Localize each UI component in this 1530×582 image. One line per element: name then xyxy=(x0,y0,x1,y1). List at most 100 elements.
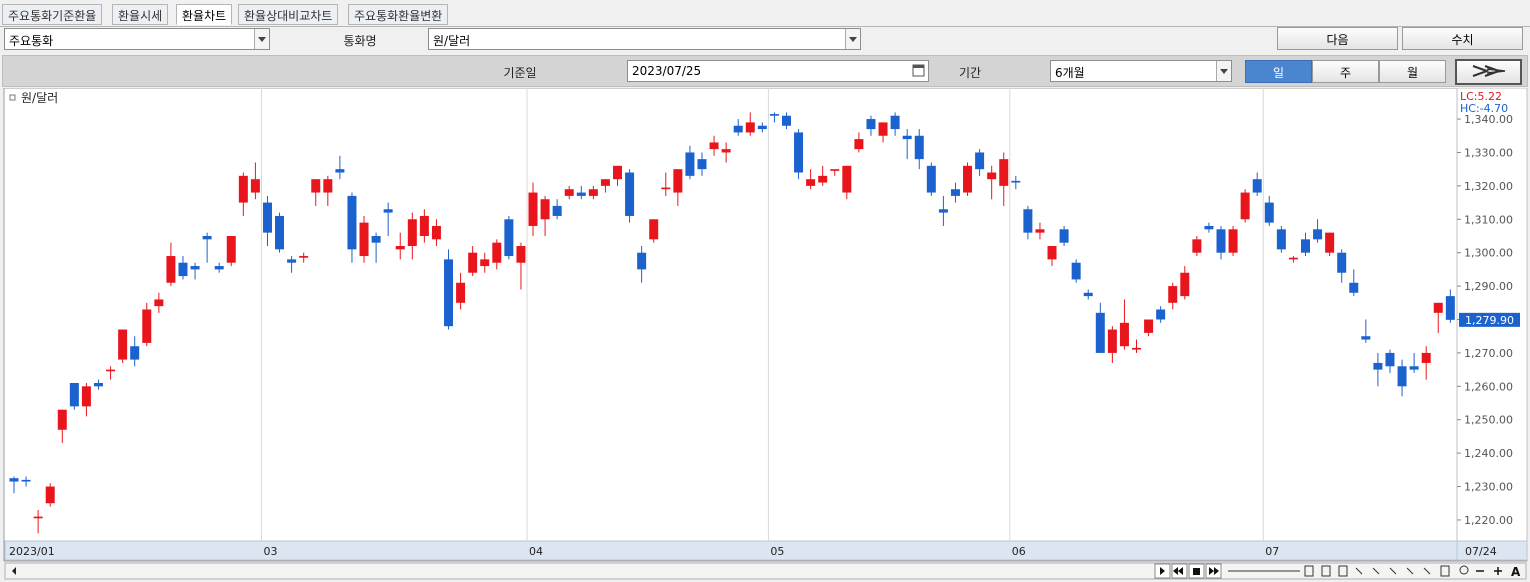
candle-body xyxy=(926,165,936,193)
candle-body xyxy=(781,115,791,126)
candle-body xyxy=(311,179,321,193)
candle-body xyxy=(1325,232,1335,253)
calendar-icon xyxy=(912,64,925,77)
candle-body xyxy=(106,369,116,372)
forward-button[interactable] xyxy=(1455,59,1522,85)
candle-body xyxy=(1144,319,1154,333)
candle-body xyxy=(504,219,514,257)
candle-body xyxy=(383,209,393,213)
interval-button[interactable]: 월 xyxy=(1379,60,1446,83)
candle-body xyxy=(178,262,188,277)
y-tick-label: 1,240.00 xyxy=(1464,447,1513,460)
candle-body xyxy=(938,209,948,213)
candle-body xyxy=(1047,246,1057,260)
chart-frame xyxy=(3,88,1528,562)
period-select[interactable]: 6개월 xyxy=(1050,60,1232,82)
candle-body xyxy=(709,142,719,150)
candle-body xyxy=(878,122,888,136)
tab[interactable]: 환율시세 xyxy=(112,4,169,25)
next-button[interactable]: 다음 xyxy=(1277,27,1398,50)
group-select[interactable]: 주요통화 xyxy=(4,28,270,50)
interval-button[interactable]: 주 xyxy=(1312,60,1379,83)
candle-body xyxy=(1228,229,1238,253)
candle-body xyxy=(866,119,876,130)
x-axis-corner xyxy=(1456,540,1528,561)
candle-body xyxy=(1192,239,1202,253)
price-tag-label: 1,279.90 xyxy=(1465,314,1514,327)
price-tag xyxy=(1459,312,1520,327)
legend-swatch xyxy=(9,94,16,101)
candle-body xyxy=(987,172,997,180)
interval-button[interactable]: 일 xyxy=(1245,60,1312,83)
select-text: 6개월 xyxy=(1055,66,1085,80)
candle-body xyxy=(625,172,635,216)
candle-body xyxy=(794,132,804,173)
candle-body xyxy=(721,149,731,153)
candle-body xyxy=(202,235,212,240)
candle-body xyxy=(118,329,128,360)
candle-body xyxy=(1276,229,1286,250)
candle-body xyxy=(745,122,755,133)
candle-body xyxy=(1107,329,1117,353)
x-axis-area xyxy=(4,540,1458,561)
candle-body xyxy=(963,165,973,193)
tab[interactable]: 주요통화기준환율 xyxy=(2,4,103,25)
candle-body xyxy=(456,282,466,303)
candle-body xyxy=(613,165,622,180)
annotation: HC:-4.70 xyxy=(1460,102,1508,115)
y-tick-label: 1,310.00 xyxy=(1464,213,1513,226)
y-tick-label: 1,290.00 xyxy=(1464,280,1513,293)
candle-body xyxy=(93,382,103,387)
label: 기준일 xyxy=(503,66,537,80)
x-tick-label: 06 xyxy=(1012,545,1026,558)
candle-body xyxy=(480,259,490,267)
tab[interactable]: 환율차트 xyxy=(176,4,233,25)
label: 통화명 xyxy=(343,34,377,48)
candle-body xyxy=(854,139,864,150)
font-button[interactable]: A xyxy=(1511,565,1521,579)
candle-body xyxy=(914,135,924,160)
candle-body xyxy=(395,246,405,250)
y-tick-label: 1,250.00 xyxy=(1464,414,1513,427)
candle-body xyxy=(323,179,333,193)
candle-body xyxy=(902,135,912,140)
y-tick-label: 1,340.00 xyxy=(1464,113,1513,126)
y-tick-label: 1,260.00 xyxy=(1464,380,1513,393)
candle-body xyxy=(516,246,526,263)
tab[interactable]: 환율상대비교차트 xyxy=(238,4,339,25)
scroll-track xyxy=(4,562,1527,580)
candle-body xyxy=(1071,262,1081,280)
candle-body xyxy=(661,187,671,190)
candle-body xyxy=(1035,229,1045,233)
scrollbar[interactable]: A xyxy=(4,562,1527,580)
y-tick-label: 1,220.00 xyxy=(1464,514,1513,527)
candle-body xyxy=(81,386,91,407)
candle-body xyxy=(9,478,19,482)
label: 기간 xyxy=(958,66,982,80)
date-input[interactable]: 2023/07/25 xyxy=(627,60,929,82)
candle-body xyxy=(1313,229,1323,240)
tab[interactable]: 주요통화환율변환 xyxy=(348,4,449,25)
select-text: 주요통화 xyxy=(9,34,54,48)
x-tick-label: 07 xyxy=(1265,545,1279,558)
candle-body xyxy=(69,382,79,407)
candle-body xyxy=(1349,282,1359,293)
candle-body xyxy=(697,159,707,170)
annotation: LC:5.22 xyxy=(1460,90,1502,103)
candle-body xyxy=(1132,347,1142,350)
x-tick-label: 03 xyxy=(263,545,277,558)
candle-body xyxy=(1023,209,1033,233)
candle-body xyxy=(1252,179,1262,193)
candle-body xyxy=(492,242,502,263)
grid xyxy=(260,88,1264,541)
dropdown-arrow xyxy=(845,29,860,49)
currency-select[interactable]: 원/달러 xyxy=(428,28,861,50)
y-tick-label: 1,270.00 xyxy=(1464,347,1513,360)
candle-body xyxy=(830,169,840,171)
candle-body xyxy=(1216,229,1226,253)
candle-body xyxy=(588,189,598,196)
candle-body xyxy=(33,516,43,519)
numbers-button[interactable]: 수치 xyxy=(1402,27,1523,50)
candle-body xyxy=(685,152,695,176)
